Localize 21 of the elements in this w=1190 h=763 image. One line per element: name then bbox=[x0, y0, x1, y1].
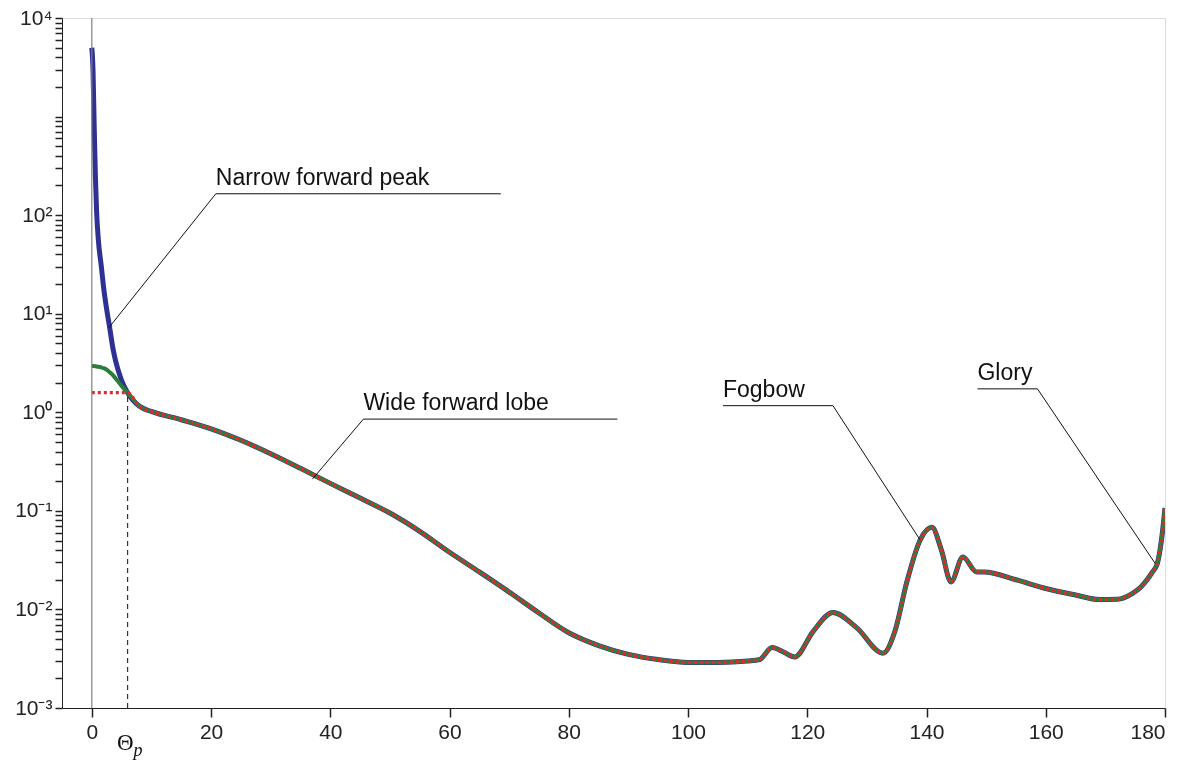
annotation: Fogbow bbox=[722, 375, 806, 402]
x-tick-label: 120 bbox=[790, 719, 826, 743]
annotation: Narrow forward peak bbox=[215, 163, 430, 190]
x-tick-label: 20 bbox=[199, 719, 224, 743]
annotation: Glory bbox=[977, 358, 1033, 385]
x-tick-label: 0 bbox=[86, 719, 99, 743]
x-tick-label: 160 bbox=[1028, 719, 1064, 743]
x-tick-label: 100 bbox=[671, 719, 707, 743]
x-tick-label: 180 bbox=[1130, 719, 1166, 743]
x-tick-label: 40 bbox=[319, 719, 343, 743]
x-tick-label: 140 bbox=[909, 719, 945, 743]
y-tick-label: 10⁻² bbox=[15, 596, 53, 620]
annotation: Wide forward lobe bbox=[363, 389, 549, 416]
y-tick-label: 10⁴ bbox=[20, 5, 53, 29]
y-tick-label: 10² bbox=[22, 202, 53, 226]
y-tick-label: 10⁻³ bbox=[15, 695, 53, 719]
y-tick-label: 10¹ bbox=[22, 301, 53, 325]
x-tick-label: 80 bbox=[557, 719, 581, 743]
y-tick-label: 10⁻¹ bbox=[15, 498, 53, 522]
x-tick-label: 60 bbox=[438, 719, 462, 743]
y-tick-label: 10⁰ bbox=[22, 399, 53, 423]
